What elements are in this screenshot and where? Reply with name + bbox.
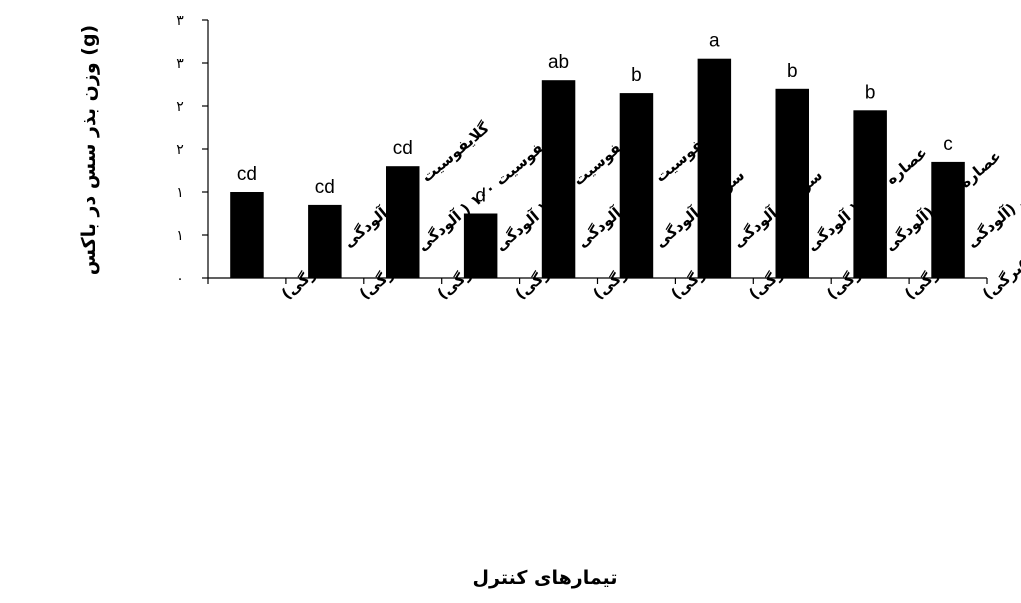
- y-tick-label: ۳: [176, 13, 184, 29]
- bar: [775, 88, 809, 278]
- bar-data-label: cd: [315, 177, 335, 198]
- bar-data-label: c: [943, 134, 953, 155]
- y-axis: ۰ ۱ ۱ ۲ ۲ ۳ ۳: [176, 13, 209, 287]
- y-tick-label: ۱: [176, 185, 184, 201]
- bar-data-label: b: [787, 61, 798, 82]
- bar: [541, 80, 576, 278]
- bar: [386, 166, 420, 278]
- bar: [230, 192, 264, 278]
- bar-data-label: cd: [393, 138, 413, 159]
- y-axis-title: وزن بذر سس در باکس (g): [78, 25, 100, 275]
- bar: [619, 93, 654, 278]
- bar-data-label: b: [631, 65, 642, 86]
- bar-data-label: b: [865, 82, 876, 103]
- y-tick-label: ۱: [176, 228, 184, 244]
- bar: [853, 110, 887, 278]
- y-tick-label: ۰: [176, 271, 184, 287]
- bar: [463, 213, 498, 278]
- x-axis-title: تیمارهای کنترل: [473, 567, 618, 589]
- bar-data-label: d: [475, 186, 486, 207]
- bar: [697, 58, 732, 279]
- y-tick-label: ۲: [176, 99, 184, 115]
- bar-data-label: ab: [548, 52, 569, 73]
- bar-data-label: a: [709, 31, 720, 52]
- y-tick-label: ۲: [176, 142, 184, 158]
- bars: [230, 58, 965, 279]
- y-tick-label: ۳: [176, 56, 184, 72]
- bar: [931, 161, 965, 278]
- bar: [308, 204, 342, 278]
- bar-data-label: cd: [237, 164, 257, 185]
